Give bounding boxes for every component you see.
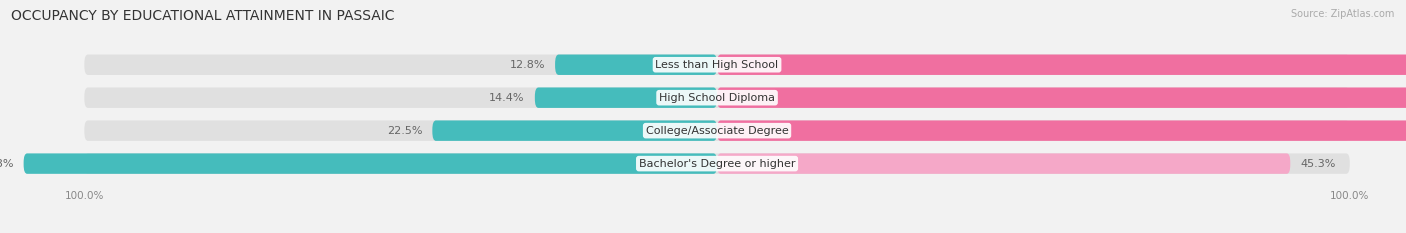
- Text: Less than High School: Less than High School: [655, 60, 779, 70]
- FancyBboxPatch shape: [717, 120, 1406, 141]
- Text: OCCUPANCY BY EDUCATIONAL ATTAINMENT IN PASSAIC: OCCUPANCY BY EDUCATIONAL ATTAINMENT IN P…: [11, 9, 395, 23]
- FancyBboxPatch shape: [534, 87, 717, 108]
- Text: High School Diploma: High School Diploma: [659, 93, 775, 103]
- FancyBboxPatch shape: [84, 87, 1350, 108]
- Text: 14.4%: 14.4%: [489, 93, 524, 103]
- Text: College/Associate Degree: College/Associate Degree: [645, 126, 789, 136]
- FancyBboxPatch shape: [84, 153, 1350, 174]
- FancyBboxPatch shape: [555, 55, 717, 75]
- FancyBboxPatch shape: [717, 153, 1291, 174]
- Text: 45.3%: 45.3%: [1301, 159, 1336, 169]
- Text: 54.8%: 54.8%: [0, 159, 14, 169]
- FancyBboxPatch shape: [84, 55, 1350, 75]
- FancyBboxPatch shape: [84, 120, 1350, 141]
- FancyBboxPatch shape: [433, 120, 717, 141]
- Text: Source: ZipAtlas.com: Source: ZipAtlas.com: [1291, 9, 1395, 19]
- FancyBboxPatch shape: [717, 55, 1406, 75]
- Text: Bachelor's Degree or higher: Bachelor's Degree or higher: [638, 159, 796, 169]
- FancyBboxPatch shape: [717, 87, 1406, 108]
- Text: 22.5%: 22.5%: [387, 126, 422, 136]
- FancyBboxPatch shape: [24, 153, 717, 174]
- Text: 12.8%: 12.8%: [509, 60, 546, 70]
